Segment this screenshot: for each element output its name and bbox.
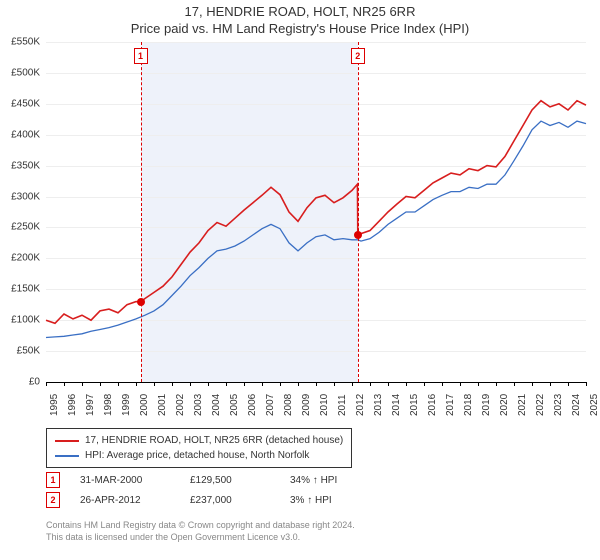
x-tick-label: 2001 [157,394,168,416]
x-tick-label: 2018 [463,394,474,416]
x-tick-label: 2006 [247,394,258,416]
x-tick-label: 1998 [103,394,114,416]
event-line [141,42,142,382]
legend-swatch-hpi [55,455,79,457]
y-tick-label: £300K [11,191,40,202]
x-tick-label: 2007 [265,394,276,416]
event-badge-2: 2 [46,492,60,508]
x-tick-label: 2002 [175,394,186,416]
legend-row-property: 17, HENDRIE ROAD, HOLT, NR25 6RR (detach… [55,433,343,448]
x-tick-label: 2014 [391,394,402,416]
event-dot [354,231,362,239]
x-tick-label: 2017 [445,394,456,416]
legend-swatch-property [55,440,79,442]
event-row-1: 1 31-MAR-2000 £129,500 34% ↑ HPI [46,472,337,488]
title-line-2: Price paid vs. HM Land Registry's House … [0,21,600,38]
event-delta-2: 3% ↑ HPI [290,495,332,506]
x-tick-label: 2022 [535,394,546,416]
x-tick-label: 2020 [499,394,510,416]
x-tick-label: 2024 [571,394,582,416]
plot-area: 12 [46,42,586,383]
event-line [358,42,359,382]
event-dot [137,298,145,306]
legend-label-property: 17, HENDRIE ROAD, HOLT, NR25 6RR (detach… [85,433,343,448]
x-tick-label: 2025 [589,394,600,416]
y-tick-label: £550K [11,37,40,48]
event-price-2: £237,000 [190,495,270,506]
x-tick-label: 2013 [373,394,384,416]
legend-label-hpi: HPI: Average price, detached house, Nort… [85,448,309,463]
y-tick-label: £350K [11,160,40,171]
y-tick-label: £400K [11,129,40,140]
x-tick-label: 2010 [319,394,330,416]
events-table: 1 31-MAR-2000 £129,500 34% ↑ HPI 2 26-AP… [46,472,337,512]
event-marker-badge: 1 [134,48,148,64]
x-tick-label: 2000 [139,394,150,416]
x-tick-label: 2003 [193,394,204,416]
event-delta-1: 34% ↑ HPI [290,475,337,486]
event-date-1: 31-MAR-2000 [80,475,170,486]
y-tick-label: £50K [17,346,40,357]
x-tick-label: 2011 [337,394,348,416]
x-tick-label: 2023 [553,394,564,416]
legend-row-hpi: HPI: Average price, detached house, Nort… [55,448,343,463]
x-tick-label: 2012 [355,394,366,416]
chart-container: 17, HENDRIE ROAD, HOLT, NR25 6RR Price p… [0,0,600,560]
x-tick-label: 2015 [409,394,420,416]
event-row-2: 2 26-APR-2012 £237,000 3% ↑ HPI [46,492,337,508]
x-tick-label: 2019 [481,394,492,416]
chart-lines [46,42,586,382]
x-tick [586,382,587,386]
x-tick-label: 2008 [283,394,294,416]
footer-line-2: This data is licensed under the Open Gov… [46,532,355,544]
y-tick-label: £0 [29,377,40,388]
x-tick-label: 1999 [121,394,132,416]
x-tick-label: 2005 [229,394,240,416]
y-tick-label: £250K [11,222,40,233]
event-marker-badge: 2 [351,48,365,64]
y-tick-label: £200K [11,253,40,264]
series-property [46,101,586,324]
y-axis: £0£50K£100K£150K£200K£250K£300K£350K£400… [0,42,44,382]
event-badge-1: 1 [46,472,60,488]
title-line-1: 17, HENDRIE ROAD, HOLT, NR25 6RR [0,4,600,21]
y-tick-label: £500K [11,67,40,78]
x-tick-label: 2004 [211,394,222,416]
footer: Contains HM Land Registry data © Crown c… [46,520,355,543]
legend: 17, HENDRIE ROAD, HOLT, NR25 6RR (detach… [46,428,352,468]
footer-line-1: Contains HM Land Registry data © Crown c… [46,520,355,532]
x-tick-label: 2016 [427,394,438,416]
x-tick-label: 2009 [301,394,312,416]
x-tick-label: 1995 [49,394,60,416]
x-tick-label: 2021 [517,394,528,416]
x-tick-label: 1996 [67,394,78,416]
event-date-2: 26-APR-2012 [80,495,170,506]
x-tick-label: 1997 [85,394,96,416]
title-block: 17, HENDRIE ROAD, HOLT, NR25 6RR Price p… [0,0,600,38]
event-price-1: £129,500 [190,475,270,486]
y-tick-label: £100K [11,315,40,326]
x-axis: 1995 1996 1997 1998 1999 2000 2001 2002 2003 2004… [46,386,586,426]
y-tick-label: £150K [11,284,40,295]
y-tick-label: £450K [11,98,40,109]
